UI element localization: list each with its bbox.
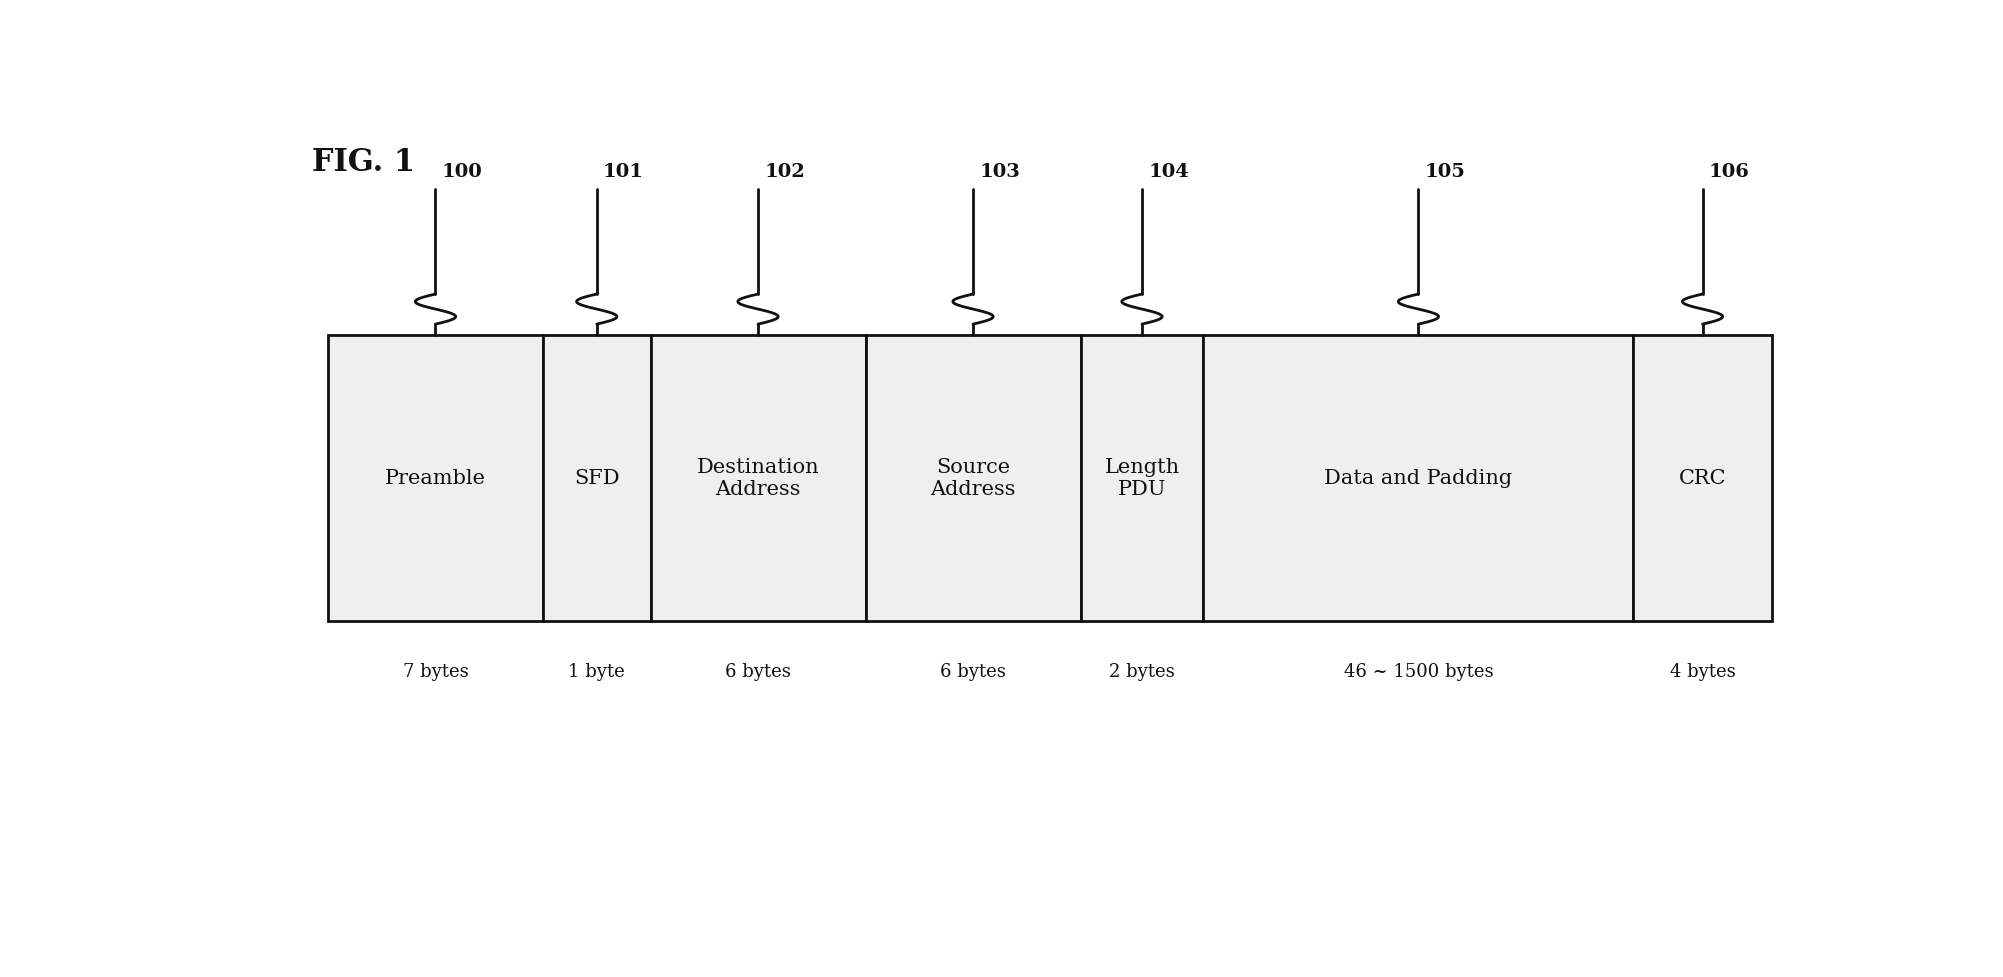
Text: 1 byte: 1 byte bbox=[569, 662, 625, 681]
Text: 103: 103 bbox=[979, 163, 1020, 181]
Text: Source
Address: Source Address bbox=[929, 458, 1016, 499]
Text: 105: 105 bbox=[1424, 163, 1466, 181]
Text: 104: 104 bbox=[1148, 163, 1190, 181]
Text: 102: 102 bbox=[765, 163, 805, 181]
Text: 6 bytes: 6 bytes bbox=[725, 662, 791, 681]
Bar bbox=[328, 335, 543, 621]
Text: 46 ~ 1500 bytes: 46 ~ 1500 bytes bbox=[1344, 662, 1492, 681]
Text: FIG. 1: FIG. 1 bbox=[312, 148, 415, 179]
Text: Length
PDU: Length PDU bbox=[1104, 458, 1180, 499]
Text: 100: 100 bbox=[443, 163, 483, 181]
Text: 6 bytes: 6 bytes bbox=[939, 662, 1006, 681]
Text: SFD: SFD bbox=[575, 469, 619, 488]
Text: Data and Padding: Data and Padding bbox=[1324, 469, 1512, 488]
Text: 4 bytes: 4 bytes bbox=[1671, 662, 1735, 681]
Text: Preamble: Preamble bbox=[385, 469, 487, 488]
Bar bbox=[1080, 335, 1204, 621]
Bar bbox=[651, 335, 865, 621]
Text: Destination
Address: Destination Address bbox=[697, 458, 819, 499]
Text: CRC: CRC bbox=[1679, 469, 1727, 488]
Text: 2 bytes: 2 bytes bbox=[1110, 662, 1176, 681]
Bar bbox=[1632, 335, 1773, 621]
Bar bbox=[865, 335, 1080, 621]
Bar bbox=[543, 335, 651, 621]
Text: 7 bytes: 7 bytes bbox=[403, 662, 469, 681]
Text: 101: 101 bbox=[603, 163, 645, 181]
Bar bbox=[1204, 335, 1632, 621]
Text: 106: 106 bbox=[1709, 163, 1751, 181]
